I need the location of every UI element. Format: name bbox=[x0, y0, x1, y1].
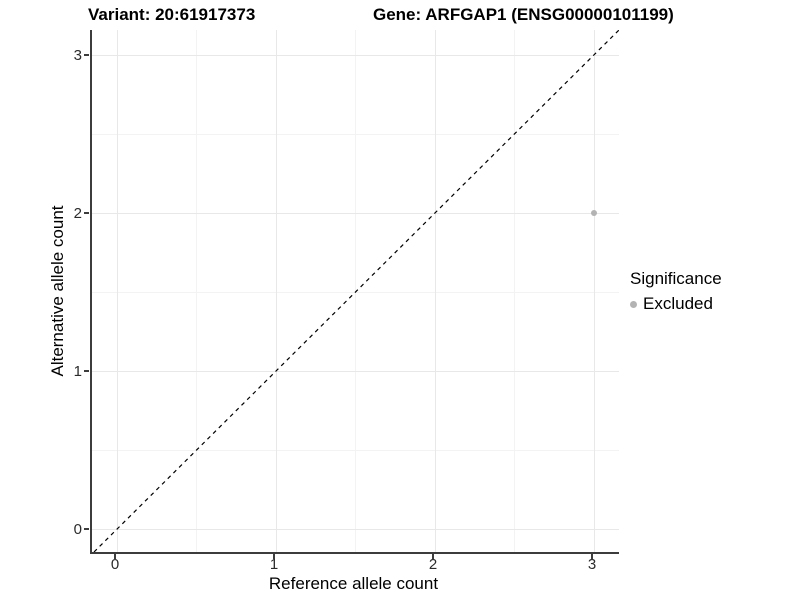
gridline-minor-x-2.5 bbox=[514, 30, 515, 552]
legend-title: Significance bbox=[630, 269, 722, 288]
y-tick-label-2: 2 bbox=[73, 205, 82, 222]
plot-panel bbox=[90, 30, 619, 554]
data-point-excluded bbox=[591, 210, 597, 216]
gridline-minor-x-0.5 bbox=[196, 30, 197, 552]
y-tick-0 bbox=[84, 528, 89, 530]
y-axis-title: Alternative allele count bbox=[48, 205, 67, 377]
gridline-minor-x-1.5 bbox=[355, 30, 356, 552]
y-tick-1 bbox=[84, 370, 89, 372]
y-tick-label-0: 0 bbox=[73, 521, 82, 538]
identity-line bbox=[93, 30, 619, 552]
gridline-major-y-2 bbox=[92, 213, 619, 214]
gridline-major-x-0 bbox=[117, 30, 118, 552]
legend-entry-excluded: Excluded bbox=[630, 294, 722, 314]
x-tick-3 bbox=[591, 554, 593, 559]
gridline-major-x-1 bbox=[276, 30, 277, 552]
y-tick-label-1: 1 bbox=[73, 363, 82, 380]
x-tick-label-2: 2 bbox=[428, 556, 438, 573]
gridline-major-y-0 bbox=[92, 529, 619, 530]
gridline-major-y-3 bbox=[92, 55, 619, 56]
x-tick-0 bbox=[114, 554, 116, 559]
x-tick-label-0: 0 bbox=[110, 556, 120, 573]
gridline-major-x-3 bbox=[594, 30, 595, 552]
gridline-minor-y-2.5 bbox=[92, 134, 619, 135]
legend-label-excluded: Excluded bbox=[643, 294, 713, 313]
x-tick-1 bbox=[273, 554, 275, 559]
y-tick-2 bbox=[84, 212, 89, 214]
x-tick-2 bbox=[432, 554, 434, 559]
y-tick-label-3: 3 bbox=[73, 47, 82, 64]
gridline-major-y-1 bbox=[92, 371, 619, 372]
legend-swatch-excluded-icon bbox=[630, 300, 637, 308]
x-axis-title: Reference allele count bbox=[268, 574, 439, 593]
x-tick-label-3: 3 bbox=[587, 556, 597, 573]
gridline-major-x-2 bbox=[435, 30, 436, 552]
legend: Significance Excluded bbox=[630, 269, 722, 314]
plot-title-variant: Variant: 20:61917373 bbox=[88, 5, 256, 24]
x-tick-label-1: 1 bbox=[269, 556, 279, 573]
y-tick-3 bbox=[84, 54, 89, 56]
gridline-minor-y-0.5 bbox=[92, 450, 619, 451]
plot-title-gene: Gene: ARFGAP1 (ENSG00000101199) bbox=[373, 5, 674, 24]
